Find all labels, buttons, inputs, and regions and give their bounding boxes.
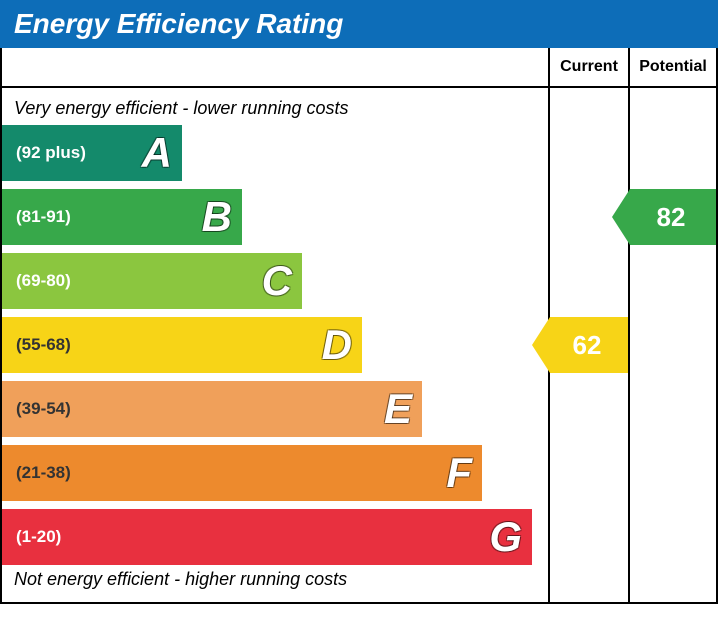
note-bottom: Not energy efficient - higher running co… <box>2 565 538 596</box>
band-c: (69-80) C <box>2 253 538 309</box>
band-range: (81-91) <box>16 207 71 227</box>
band-a: (92 plus) A <box>2 125 538 181</box>
band-bar: (39-54) E <box>2 381 422 437</box>
band-range: (21-38) <box>16 463 71 483</box>
header-current: Current <box>548 48 628 86</box>
note-top: Very energy efficient - lower running co… <box>2 94 538 125</box>
epc-table: Current Potential Very energy efficient … <box>0 48 718 604</box>
body-row: Very energy efficient - lower running co… <box>2 88 716 602</box>
band-e: (39-54) E <box>2 381 538 437</box>
band-letter: A <box>142 132 172 174</box>
chart-column: Very energy efficient - lower running co… <box>2 88 548 602</box>
band-range: (92 plus) <box>16 143 86 163</box>
pointer-tip <box>532 317 550 373</box>
current-pointer: 62 <box>532 317 628 373</box>
band-bar: (92 plus) A <box>2 125 182 181</box>
bands: (92 plus) A (81-91) B (69-80) C (55-68) D (39-54… <box>2 125 538 565</box>
band-letter: C <box>262 260 292 302</box>
band-b: (81-91) B <box>2 189 538 245</box>
band-letter: D <box>322 324 352 366</box>
band-letter: B <box>202 196 232 238</box>
band-letter: E <box>384 388 412 430</box>
band-g: (1-20) G <box>2 509 538 565</box>
band-range: (1-20) <box>16 527 61 547</box>
band-bar: (21-38) F <box>2 445 482 501</box>
band-bar: (69-80) C <box>2 253 302 309</box>
band-range: (39-54) <box>16 399 71 419</box>
pointer-value: 62 <box>550 317 628 373</box>
pointer-value: 82 <box>630 189 716 245</box>
band-bar: (81-91) B <box>2 189 242 245</box>
current-column: 62 <box>548 88 628 602</box>
band-letter: G <box>489 516 522 558</box>
pointer-tip <box>612 189 630 245</box>
band-bar: (55-68) D <box>2 317 362 373</box>
band-bar: (1-20) G <box>2 509 532 565</box>
header-potential: Potential <box>628 48 716 86</box>
band-range: (55-68) <box>16 335 71 355</box>
potential-column: 82 <box>628 88 716 602</box>
band-d: (55-68) D <box>2 317 538 373</box>
potential-pointer: 82 <box>612 189 716 245</box>
epc-chart: Energy Efficiency Rating Current Potenti… <box>0 0 718 604</box>
title-bar: Energy Efficiency Rating <box>0 0 718 48</box>
band-letter: F <box>446 452 472 494</box>
band-f: (21-38) F <box>2 445 538 501</box>
band-range: (69-80) <box>16 271 71 291</box>
header-row: Current Potential <box>2 48 716 88</box>
header-empty <box>2 48 548 86</box>
